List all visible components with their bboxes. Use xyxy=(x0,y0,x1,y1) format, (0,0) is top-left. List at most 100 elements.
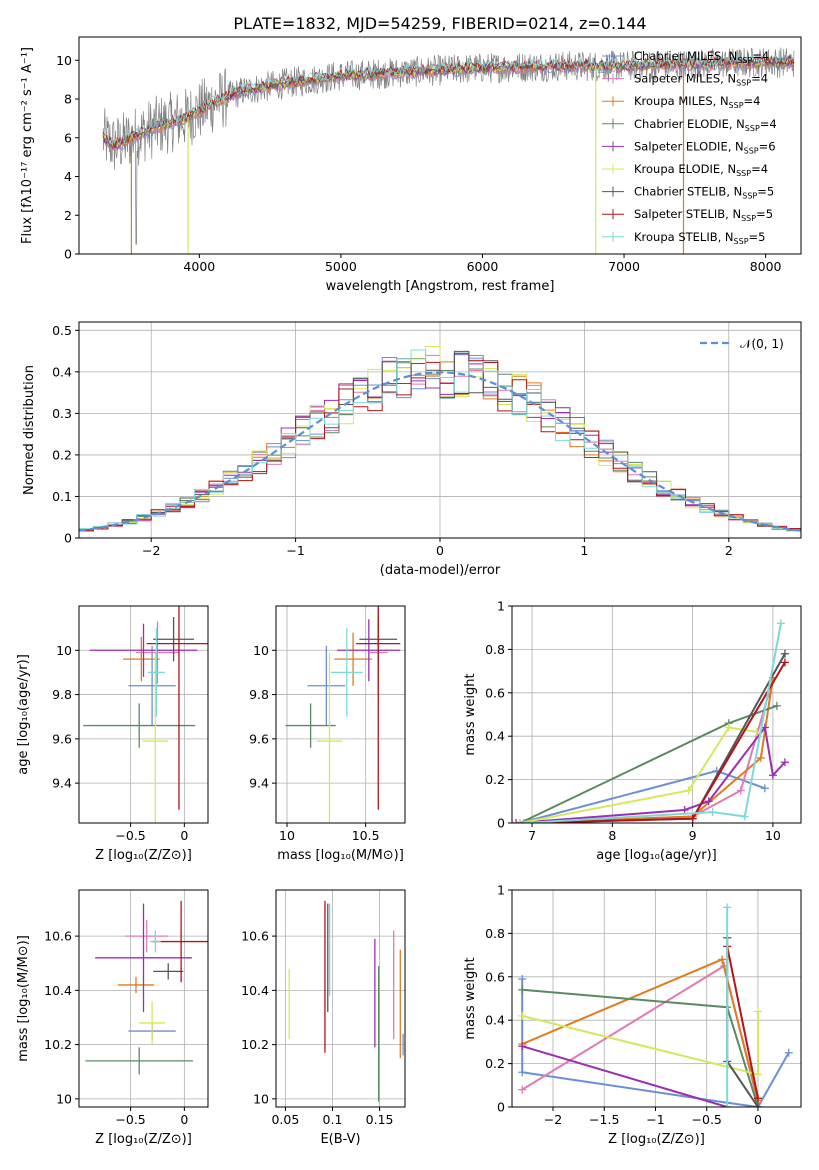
axes-frame xyxy=(511,605,802,824)
x-tick-label: 5000 xyxy=(325,259,357,274)
legend-nssp: =4 xyxy=(751,162,768,176)
legend-entry: Chabrier MILES, NSSP=4 xyxy=(634,49,769,65)
legend-entry: Kroupa ELODIE, NSSP=4 xyxy=(634,162,768,178)
x-tick-label: 0 xyxy=(180,1112,188,1127)
y-tick-label: 9.8 xyxy=(52,687,72,702)
legend-nssp: =5 xyxy=(756,207,773,221)
axes-weight-vs-z: −2 −1.5 −1 −0.5 0 0 0.2 0.4 0.6 0.8 1 Z [log₁₀(Z/Z⊙… xyxy=(463,883,802,1147)
plot-area-weight-vs-z xyxy=(518,903,793,1107)
series-line xyxy=(519,704,778,823)
y-axis-label: mass [log₁₀(M/M⊙)] xyxy=(16,935,31,1062)
axes-residuals: −2 −1 0 1 2 0 0.1 0.2 0.3 0.4 0.5 (data-model)/erro… xyxy=(22,321,802,578)
y-tick-label: 6 xyxy=(64,130,72,145)
x-tick-label: 0.15 xyxy=(366,1112,394,1127)
y-tick-label: 0.5 xyxy=(52,323,72,338)
y-tick-label: 9.6 xyxy=(52,731,72,746)
plot-area-mass-vs-z xyxy=(85,900,208,1075)
series-line xyxy=(523,677,774,823)
axes-frame xyxy=(78,36,802,255)
legend-entry: Salpeter MILES, NSSP=4 xyxy=(634,72,768,88)
series-line xyxy=(523,661,786,823)
axes-weight-vs-age: 7 8 9 10 0 0.2 0.4 0.6 0.8 1 age [log₁₀(age/yr)] ma… xyxy=(463,599,802,863)
y-axis-label: Flux [fλ10⁻¹⁷ erg cm⁻² s⁻¹ A⁻¹] xyxy=(20,47,35,244)
y-tick-label: 0.6 xyxy=(485,969,505,984)
y-axis-label: mass weight xyxy=(463,957,478,1039)
x-tick-label: 0 xyxy=(180,828,188,843)
axes-age-vs-z: −0.5 0 9.4 9.6 9.8 10 Z [log₁₀(Z/Z⊙)] age [log₁… xyxy=(16,605,209,863)
y-tick-label: 10.2 xyxy=(241,1037,269,1052)
axes-frame xyxy=(275,605,406,824)
plot-area-weight-vs-age xyxy=(512,619,789,823)
legend-nssp: =5 xyxy=(749,230,766,244)
y-tick-label: 0.4 xyxy=(52,364,72,379)
axes-mass-vs-ebv: 0.05 0.1 0.15 10 10.2 10.4 10.6 E(B-V) xyxy=(241,889,406,1147)
gaussian-curve xyxy=(79,371,801,532)
y-axis-label: Normed distribution xyxy=(22,365,37,495)
y-tick-label: 10.4 xyxy=(241,983,269,998)
x-tick-label: −0.5 xyxy=(115,1112,145,1127)
plot-area-spectrum xyxy=(102,47,795,254)
series-line xyxy=(521,958,759,1101)
y-tick-label: 2 xyxy=(64,208,72,223)
y-tick-label: 0.2 xyxy=(485,1056,505,1071)
x-tick-label: 10.5 xyxy=(352,828,380,843)
legend-nssp: =4 xyxy=(751,72,768,86)
axes-frame xyxy=(275,889,406,1108)
x-tick-label: 10 xyxy=(279,828,295,843)
figure-title: PLATE=1832, MJD=54259, FIBERID=0214, z=0… xyxy=(233,14,646,33)
x-tick-label: 0 xyxy=(436,543,444,558)
series-line xyxy=(521,1045,728,1107)
x-tick-label: 8 xyxy=(608,828,616,843)
x-tick-label: −1 xyxy=(646,1112,664,1127)
y-tick-label: 10.2 xyxy=(44,1037,72,1052)
y-tick-label: 10.6 xyxy=(44,929,72,944)
legend-subscript: SSP xyxy=(745,124,760,133)
legend: 𝒩(0, 1) xyxy=(700,337,784,351)
y-axis-label: mass weight xyxy=(463,673,478,755)
y-tick-label: 0.4 xyxy=(485,1013,505,1028)
x-axis-label: mass [log₁₀(M/M⊙)] xyxy=(277,848,404,863)
legend-nssp: =4 xyxy=(760,117,777,131)
legend-entry: Kroupa MILES, NSSP=4 xyxy=(634,94,760,110)
legend-entry: Chabrier ELODIE, NSSP=4 xyxy=(634,117,777,133)
y-tick-label: 0 xyxy=(64,247,72,262)
series-line xyxy=(521,1011,759,1076)
x-tick-label: 7000 xyxy=(608,259,640,274)
legend-entry: Chabrier STELIB, NSSP=5 xyxy=(634,185,774,201)
histogram-step xyxy=(79,349,801,532)
y-tick-label: 10.4 xyxy=(44,983,72,998)
x-tick-label: 9 xyxy=(689,828,697,843)
series-line xyxy=(528,692,770,823)
y-tick-label: 0.4 xyxy=(485,729,505,744)
y-tick-label: 0.2 xyxy=(485,772,505,787)
y-tick-label: 10 xyxy=(56,53,72,68)
x-tick-label: 2 xyxy=(725,543,733,558)
series-line xyxy=(515,725,786,823)
legend-subscript: SSP xyxy=(736,79,751,88)
x-axis-label: E(B-V) xyxy=(320,1132,360,1147)
legend-subscript: SSP xyxy=(741,214,756,223)
axes-mass-vs-z: −0.5 0 10 10.2 10.4 10.6 Z [log₁₀(Z/Z⊙)] mass [… xyxy=(16,889,209,1147)
x-tick-label: 8000 xyxy=(750,259,782,274)
legend-entry: Kroupa STELIB, NSSP=5 xyxy=(634,230,765,246)
x-tick-label: 1 xyxy=(580,543,588,558)
legend-subscript: SSP xyxy=(737,56,752,65)
y-tick-label: 10 xyxy=(56,1091,72,1106)
x-axis-label: wavelength [Angstrom, rest frame] xyxy=(326,279,555,294)
model-line xyxy=(102,53,795,146)
x-tick-label: 0 xyxy=(754,1112,762,1127)
legend-nssp: =4 xyxy=(752,49,769,63)
y-tick-label: 0.8 xyxy=(485,926,505,941)
y-tick-label: 0.1 xyxy=(52,489,72,504)
legend-subscript: SSP xyxy=(734,237,749,246)
y-tick-label: 0 xyxy=(64,531,72,546)
y-tick-label: 0 xyxy=(497,1100,505,1115)
x-tick-label: −2 xyxy=(544,1112,562,1127)
axes-spectrum: 4000 5000 6000 7000 8000 0 2 4 6 8 10 wavelength [A… xyxy=(20,36,802,294)
y-tick-label: 0.2 xyxy=(52,447,72,462)
legend-entry: Salpeter STELIB, NSSP=5 xyxy=(634,207,773,223)
x-tick-label: 4000 xyxy=(183,259,215,274)
y-tick-label: 0.6 xyxy=(485,685,505,700)
x-axis-label: age [log₁₀(age/yr)] xyxy=(596,848,717,863)
